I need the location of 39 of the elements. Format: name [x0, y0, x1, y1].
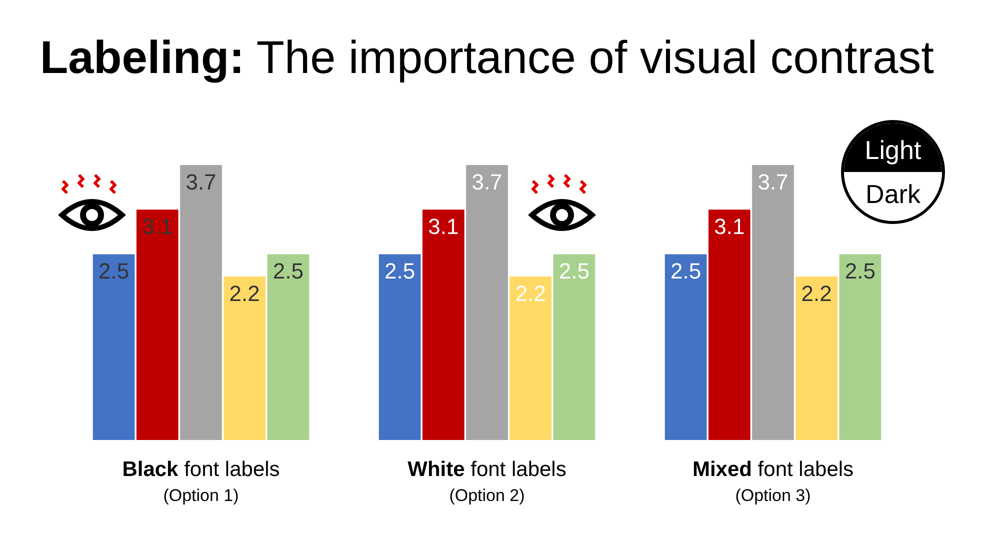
text: Black font labels	[121, 458, 281, 482]
bar	[378, 254, 421, 440]
data-label: 2.5	[844, 258, 876, 284]
bar	[422, 210, 464, 440]
data-label: 2.2	[515, 280, 546, 306]
bar	[553, 254, 596, 440]
bar	[839, 254, 882, 440]
data-label: 2.5	[558, 258, 590, 284]
bar	[92, 254, 135, 440]
bar	[136, 210, 178, 440]
data-label: 3.7	[758, 170, 788, 194]
bar	[267, 254, 310, 440]
bar	[510, 276, 552, 440]
data-label: 2.5	[272, 258, 304, 284]
bar	[796, 276, 838, 440]
text: Labeling: The importance of visual contrast	[40, 30, 934, 84]
bar	[664, 254, 707, 440]
data-label: 3.7	[472, 170, 502, 194]
data-label: 2.5	[670, 258, 702, 284]
bar	[752, 165, 794, 440]
bar	[224, 276, 266, 440]
data-label: 3.7	[186, 170, 216, 194]
bar	[708, 210, 750, 440]
data-label: 2.2	[229, 280, 260, 306]
text: (Option 2)	[448, 486, 526, 506]
text: White font labels	[406, 458, 568, 482]
bar	[180, 165, 222, 440]
data-label: 2.2	[801, 280, 832, 306]
data-label: 2.5	[384, 258, 416, 284]
data-label: 3.1	[428, 214, 459, 240]
data-label: 2.5	[98, 258, 130, 284]
bar	[466, 165, 508, 440]
annotation: Dark	[844, 172, 942, 221]
text: (Option 3)	[734, 486, 812, 506]
data-label: 3.1	[142, 214, 173, 240]
data-label: 3.1	[714, 214, 745, 240]
light-dark-icon: Light Dark	[841, 120, 945, 224]
text: Mixed font labels	[691, 458, 855, 482]
text: (Option 1)	[162, 486, 240, 506]
